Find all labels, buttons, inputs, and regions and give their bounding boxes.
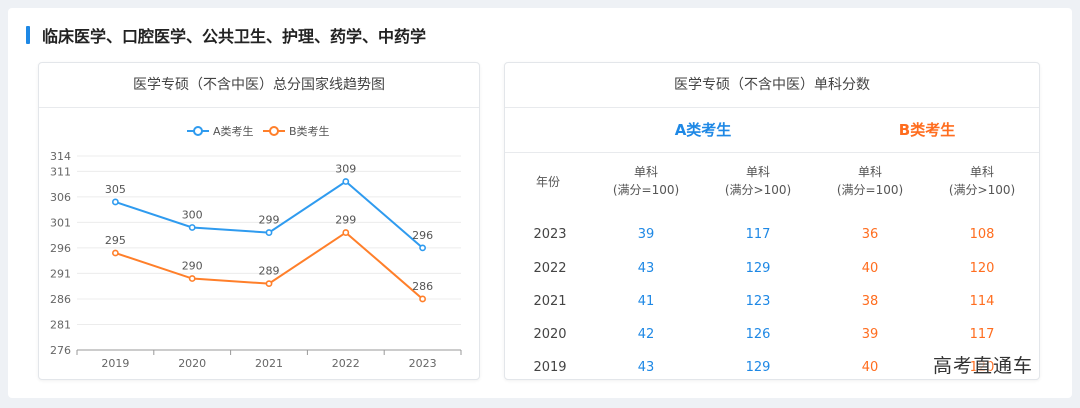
line-chart: 276 281 286 291 296 301 306 311 314 2019 2020 2021 2…: [50, 124, 462, 370]
data-label: 300: [182, 208, 203, 221]
data-label: 296: [412, 229, 433, 242]
b-over-cell: 114: [969, 294, 995, 309]
b-over-cell: 108: [969, 227, 995, 242]
x-tick-label: 2023: [409, 357, 437, 370]
y-tick-label: 296: [50, 242, 71, 255]
col-a-over-header: 单科 (满分>100): [724, 165, 792, 197]
x-tick-label: 2020: [178, 357, 206, 370]
x-tick-label: 2021: [255, 357, 283, 370]
year-cell: 2019: [533, 360, 567, 375]
a-100-cell: 39: [637, 227, 655, 242]
data-label: 305: [105, 183, 126, 196]
table-row: 2023 39 117 36 108: [505, 227, 1039, 247]
year-cell: 2023: [533, 227, 567, 242]
data-point: [188, 275, 196, 282]
a-over-cell: 129: [745, 360, 771, 375]
a-over-cell: 123: [745, 294, 771, 309]
a-100-cell: 43: [637, 360, 655, 375]
single-subject-card: 医学专硕（不含中医）单科分数 A类考生 B类考生 年份 单科 (满分=100) 单…: [504, 62, 1040, 380]
legend-label: B类考生: [289, 124, 330, 138]
data-point: [342, 229, 350, 236]
trend-chart-card: 医学专硕（不含中医）总分国家线趋势图 276 281 286 291 296 301 306…: [38, 62, 480, 380]
data-point: [188, 224, 196, 231]
b-over-cell: 120: [969, 261, 995, 276]
y-tick-label: 276: [50, 344, 71, 357]
a-over-cell: 129: [745, 261, 771, 276]
a-100-cell: 43: [637, 261, 655, 276]
b-100-cell: 36: [861, 227, 879, 242]
table-title: 医学专硕（不含中医）单科分数: [505, 63, 1039, 108]
x-tick-label: 2019: [101, 357, 129, 370]
year-cell: 2021: [533, 294, 567, 309]
data-label: 286: [412, 280, 433, 293]
year-cell: 2020: [533, 327, 567, 342]
group-a-label: A类考生: [674, 121, 732, 139]
col-b-100-header: 单科 (满分=100): [836, 165, 904, 197]
a-100-cell: 42: [637, 327, 655, 342]
x-tick-label: 2022: [332, 357, 360, 370]
a-100-cell: 41: [637, 294, 655, 309]
data-point: [342, 178, 350, 185]
a-over-cell: 117: [745, 227, 771, 242]
b-100-cell: 40: [861, 261, 879, 276]
b-100-cell: 39: [861, 327, 879, 342]
legend-marker: [269, 126, 279, 136]
data-label: 290: [182, 260, 203, 273]
data-point: [419, 244, 426, 252]
b-100-cell: 38: [861, 294, 879, 309]
year-cell: 2022: [533, 261, 567, 276]
section-title: 临床医学、口腔医学、公共卫生、护理、药学、中药学: [42, 27, 427, 46]
y-tick-label: 301: [50, 216, 71, 229]
section-accent-bar: [26, 26, 30, 44]
b-100-cell: 40: [861, 360, 879, 375]
legend-marker: [193, 126, 203, 136]
data-label: 309: [335, 163, 356, 176]
data-point: [112, 198, 119, 206]
section-header: 临床医学、口腔医学、公共卫生、护理、药学、中药学: [26, 24, 426, 46]
col-a-100-header: 单科 (满分=100): [612, 165, 680, 197]
y-tick-label: 314: [50, 150, 71, 163]
legend-label: A类考生: [213, 124, 254, 138]
data-label: 289: [259, 265, 280, 278]
table-row: 2019 43 129 40 120: [505, 360, 1039, 379]
data-label: 299: [335, 214, 356, 227]
a-over-cell: 126: [745, 327, 771, 342]
chart-title: 医学专硕（不含中医）总分国家线趋势图: [39, 63, 479, 108]
y-tick-label: 306: [50, 191, 71, 204]
data-point: [112, 249, 119, 257]
year-header: 年份: [535, 175, 560, 189]
y-tick-label: 291: [50, 267, 71, 280]
data-point: [265, 229, 273, 236]
y-tick-label: 281: [50, 318, 71, 331]
table-row: 2021 41 123 38 114: [505, 294, 1039, 314]
table-row: 2020 42 126 39 117: [505, 327, 1039, 347]
data-point: [265, 280, 273, 288]
y-tick-label: 286: [50, 293, 71, 306]
b-over-cell: 117: [969, 327, 995, 342]
data-label: 299: [259, 214, 280, 227]
data-label: 295: [105, 234, 126, 247]
y-tick-label: 311: [50, 165, 71, 178]
b-over-cell: 120: [969, 360, 995, 375]
table-row: 2022 43 129 40 120: [505, 261, 1039, 281]
group-header-row: A类考生 B类考生: [505, 108, 1039, 153]
group-b-label: B类考生: [898, 121, 956, 139]
page: 临床医学、口腔医学、公共卫生、护理、药学、中药学 医学专硕（不含中医）总分国家线…: [8, 8, 1072, 398]
col-b-over-header: 单科 (满分>100): [948, 165, 1016, 197]
data-point: [419, 295, 426, 303]
watermark: 高考直通车: [933, 355, 1034, 377]
